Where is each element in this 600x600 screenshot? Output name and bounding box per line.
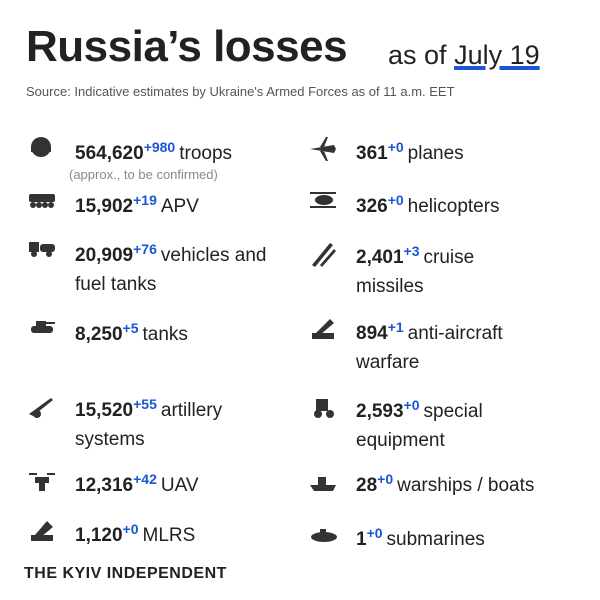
stat: 12,316+42 UAV [75, 465, 305, 500]
stat-label: cruise missiles [356, 247, 475, 297]
stat-label: helicopters [407, 196, 500, 217]
stat-label: tanks [142, 324, 188, 345]
icon [311, 529, 337, 542]
stat-number: 361 [356, 143, 388, 164]
icon [312, 243, 336, 267]
as-of: as of July 19 [388, 40, 540, 71]
stat: 894+1 anti-aircraft warfare [356, 313, 546, 377]
brand: THE KYIV INDEPENDENT [24, 565, 227, 582]
stat-delta: +0 [366, 525, 383, 541]
stat-delta: +55 [133, 396, 157, 412]
stat-number: 8,250 [75, 324, 123, 345]
source: Source: Indicative estimates by Ukraine'… [26, 84, 455, 99]
stat-number: 2,401 [356, 247, 404, 268]
stat-label: anti-aircraft warfare [356, 323, 503, 373]
icon [310, 477, 336, 491]
stat-delta: +0 [387, 139, 404, 155]
icon [310, 137, 336, 161]
stat-note: (approx., to be confirmed) [69, 167, 218, 182]
stat-label: special equipment [356, 401, 483, 451]
title: Russia’s losses [26, 22, 348, 71]
stat-delta: +19 [133, 192, 157, 208]
stat-number: 15,520 [75, 400, 134, 421]
icon [31, 321, 55, 333]
icon [31, 521, 53, 541]
date: July 19 [454, 40, 540, 70]
icon [29, 473, 55, 491]
stat: 28+0 warships / boats [356, 465, 586, 500]
stat-delta: +1 [387, 319, 404, 335]
stat: 20,909+76 vehicles and fuel tanks [75, 235, 300, 299]
icon [310, 192, 336, 208]
stat-delta: +42 [133, 471, 157, 487]
stat-label: UAV [160, 475, 199, 496]
stat-label: MLRS [142, 525, 196, 546]
icon [29, 398, 53, 418]
icon [314, 399, 334, 418]
stat-label: planes [407, 143, 464, 164]
stat-number: 12,316 [75, 475, 134, 496]
stat-delta: +0 [387, 192, 404, 208]
stat: 2,401+3 cruise missiles [356, 237, 506, 301]
stat: 15,520+55 artillery systems [75, 390, 295, 454]
stat-delta: +0 [403, 397, 420, 413]
stat-label: troops [179, 143, 233, 164]
stat-label: submarines [386, 529, 485, 550]
stat: 326+0 helicopters [356, 186, 576, 221]
icon [31, 137, 51, 157]
stat-label: artillery systems [75, 400, 223, 450]
stat-delta: +0 [122, 521, 139, 537]
icon [29, 242, 55, 257]
stat-delta: +980 [143, 139, 176, 155]
stat-label: vehicles and fuel tanks [75, 245, 267, 295]
stat-number: 1 [356, 529, 367, 550]
stat-number: 1,120 [75, 525, 123, 546]
stat: 361+0 planes [356, 133, 576, 168]
stat: 564,620+980 troops (approx., to be confirm… [69, 133, 305, 182]
stat: 8,250+5 tanks [75, 314, 305, 349]
stat-number: 2,593 [356, 401, 404, 422]
icon [312, 319, 334, 339]
stat-delta: +0 [377, 471, 394, 487]
stat-delta: +3 [403, 243, 420, 259]
as-of-text: as of [388, 40, 447, 70]
icon [29, 194, 55, 208]
stat-delta: +76 [133, 241, 157, 257]
stat-delta: +5 [122, 320, 139, 336]
stat-label: APV [160, 196, 199, 217]
stat: 15,902+19 APV [75, 186, 305, 221]
stat-number: 564,620 [75, 143, 144, 164]
stat: 1,120+0 MLRS [75, 515, 305, 550]
stat-number: 15,902 [75, 196, 134, 217]
stat-number: 326 [356, 196, 388, 217]
stat-number: 894 [356, 323, 388, 344]
stat-number: 20,909 [75, 245, 134, 266]
stat: 2,593+0 special equipment [356, 391, 546, 455]
stat-number: 28 [356, 475, 378, 496]
stat: 1+0 submarines [356, 519, 576, 554]
stat-label: warships / boats [397, 475, 535, 496]
